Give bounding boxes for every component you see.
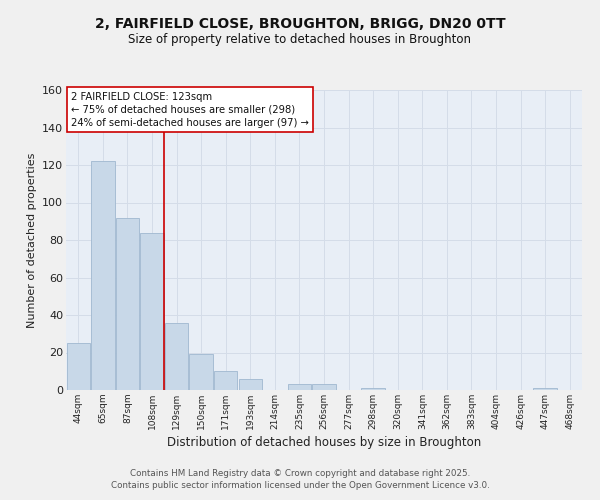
- Y-axis label: Number of detached properties: Number of detached properties: [26, 152, 37, 328]
- Bar: [313, 384, 335, 390]
- Text: 2, FAIRFIELD CLOSE, BROUGHTON, BRIGG, DN20 0TT: 2, FAIRFIELD CLOSE, BROUGHTON, BRIGG, DN…: [95, 18, 505, 32]
- Bar: [288, 384, 311, 390]
- Bar: [214, 371, 238, 390]
- Bar: [165, 322, 188, 390]
- Bar: [91, 161, 115, 390]
- Text: 2 FAIRFIELD CLOSE: 123sqm
← 75% of detached houses are smaller (298)
24% of semi: 2 FAIRFIELD CLOSE: 123sqm ← 75% of detac…: [71, 92, 309, 128]
- Bar: [140, 232, 164, 390]
- Bar: [361, 388, 385, 390]
- Text: Size of property relative to detached houses in Broughton: Size of property relative to detached ho…: [128, 32, 472, 46]
- X-axis label: Distribution of detached houses by size in Broughton: Distribution of detached houses by size …: [167, 436, 481, 449]
- Bar: [116, 218, 139, 390]
- Bar: [67, 343, 90, 390]
- Text: Contains HM Land Registry data © Crown copyright and database right 2025.
Contai: Contains HM Land Registry data © Crown c…: [110, 468, 490, 490]
- Bar: [239, 379, 262, 390]
- Bar: [533, 388, 557, 390]
- Bar: [190, 354, 213, 390]
